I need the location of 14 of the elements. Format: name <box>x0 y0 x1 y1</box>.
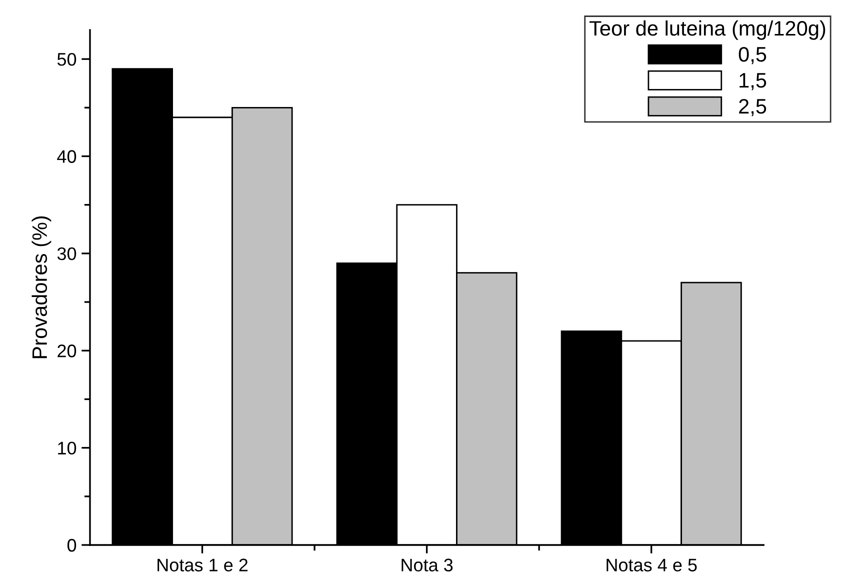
legend-label: 2,5 <box>739 98 766 116</box>
y-tick-label: 40 <box>57 150 76 163</box>
x-tick-label: Notas 4 e 5 <box>606 558 697 572</box>
legend-label: 0,5 <box>738 46 766 64</box>
y-tick-label: 50 <box>57 52 76 66</box>
x-tick-label: Nota 3 <box>402 558 453 572</box>
y-tick-label: 10 <box>58 442 76 455</box>
legend-title: Teor de luteina (mg/120g) <box>590 20 826 40</box>
legend-label: 1,5 <box>740 73 766 90</box>
y-tick-label: 30 <box>57 247 76 260</box>
y-axis-title: Provadores (%) <box>32 216 52 358</box>
y-tick-label: 20 <box>58 344 76 358</box>
x-tick-label: Notas 1 e 2 <box>158 558 248 572</box>
y-tick-label: 0 <box>67 538 76 552</box>
